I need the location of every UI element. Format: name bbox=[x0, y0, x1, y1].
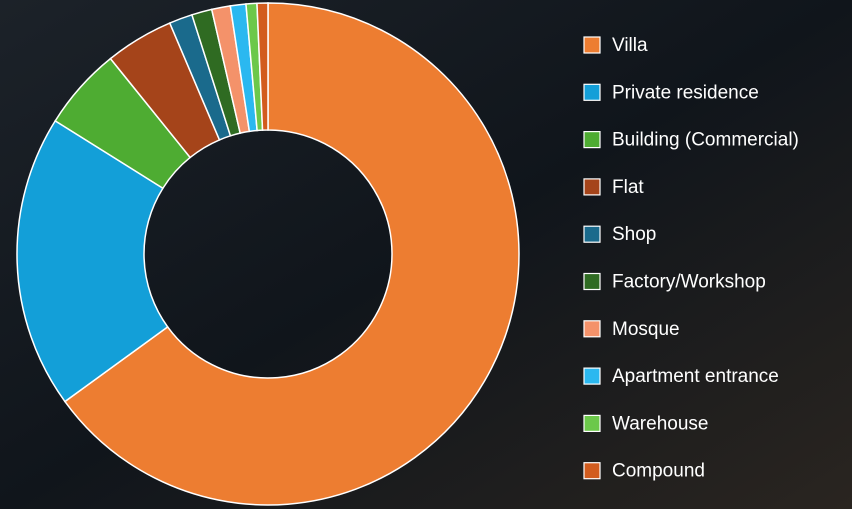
legend-label: Shop bbox=[612, 224, 656, 245]
legend-label: Apartment entrance bbox=[612, 366, 779, 387]
legend-swatch bbox=[584, 37, 600, 53]
legend-label: Factory/Workshop bbox=[612, 272, 766, 293]
legend-swatch bbox=[584, 415, 600, 431]
legend-label: Villa bbox=[612, 35, 648, 56]
legend-label: Mosque bbox=[612, 319, 680, 340]
legend-swatch bbox=[584, 84, 600, 100]
legend-swatch bbox=[584, 179, 600, 195]
legend-swatch bbox=[584, 368, 600, 384]
legend-label: Flat bbox=[612, 177, 644, 198]
legend-swatch bbox=[584, 463, 600, 479]
legend-label: Compound bbox=[612, 461, 705, 482]
legend-label: Private residence bbox=[612, 82, 759, 103]
legend-swatch bbox=[584, 274, 600, 290]
legend-swatch bbox=[584, 132, 600, 148]
legend-swatch bbox=[584, 226, 600, 242]
legend-label: Building (Commercial) bbox=[612, 130, 799, 151]
chart: Villa Private residence Building (Commerci… bbox=[0, 0, 852, 509]
legend-label: Warehouse bbox=[612, 413, 708, 434]
legend-swatch bbox=[584, 321, 600, 337]
